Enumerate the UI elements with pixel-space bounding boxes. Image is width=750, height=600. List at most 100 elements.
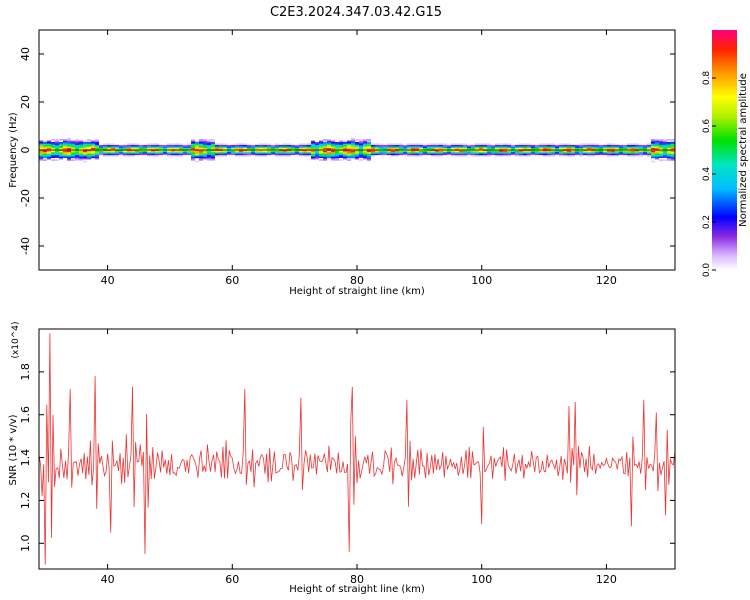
spectrogram-cell: [139, 146, 143, 148]
spectrogram-cell: [243, 150, 247, 153]
spectrogram-cell: [539, 144, 543, 147]
spectrogram-cell: [671, 156, 675, 158]
spectrogram-cell: [75, 150, 79, 153]
spectrogram-cell: [171, 147, 175, 150]
spectrogram-cell: [639, 146, 643, 148]
spectrogram-cell: [539, 152, 543, 154]
spectrogram-cell: [235, 147, 239, 150]
spectrogram-cell: [411, 153, 415, 156]
spectrogram-cell: [59, 150, 63, 153]
spectrogram-cell: [255, 152, 259, 154]
spectrogram-cell: [259, 146, 263, 148]
spectrogram-cell: [203, 140, 207, 143]
spectrogram-cell: [427, 144, 431, 147]
spectrogram-cell: [427, 146, 431, 148]
spectrogram-cell: [267, 153, 271, 156]
spectrogram-cell: [499, 154, 503, 157]
spectrogram-cell: [275, 144, 279, 147]
spectrogram-cell: [307, 154, 311, 157]
spectrogram-cell: [43, 153, 47, 156]
spectrogram-cell: [535, 152, 539, 154]
spectrogram-cell: [315, 157, 319, 160]
spectrogram-cell: [151, 154, 155, 157]
spectrogram-x-tick-label: 80: [350, 274, 364, 287]
spectrogram-cell: [163, 150, 167, 153]
spectrogram-cell: [203, 156, 207, 158]
spectrogram-cell: [171, 143, 175, 146]
spectrogram-cell: [187, 143, 191, 146]
spectrogram-cell: [183, 147, 187, 150]
spectrogram-cell: [239, 154, 243, 157]
spectrogram-cell: [527, 146, 531, 148]
spectrogram-cell: [331, 159, 335, 161]
spectrogram-cell: [423, 152, 427, 154]
spectrogram-cell: [439, 154, 443, 157]
spectrogram-cell: [671, 140, 675, 143]
spectrogram-cell: [203, 144, 207, 147]
spectrogram-cell: [359, 140, 363, 143]
spectrogram-cell: [67, 152, 71, 154]
spectrogram-cell: [155, 154, 159, 157]
spectrogram-cell: [171, 153, 175, 156]
spectrogram-cell: [559, 144, 563, 147]
spectrogram-cell: [419, 153, 423, 156]
spectrogram-cell: [615, 146, 619, 148]
spectrogram-cell: [91, 153, 95, 156]
spectrogram-cell: [563, 150, 567, 153]
spectrogram-cell: [671, 154, 675, 157]
snr-frame: [38, 328, 676, 570]
spectrogram-cell: [55, 150, 59, 153]
spectrogram-cell: [319, 159, 323, 161]
spectrogram-cell: [123, 146, 127, 148]
spectrogram-cell: [311, 140, 315, 143]
spectrogram-cell: [179, 150, 183, 153]
spectrogram-cell: [307, 153, 311, 156]
spectrogram-cell: [575, 152, 579, 154]
spectrogram-cell: [239, 143, 243, 146]
spectrogram-cell: [291, 144, 295, 147]
spectrogram-cell: [195, 142, 199, 144]
spectrogram-cell: [355, 142, 359, 144]
spectrogram-cell: [347, 150, 351, 153]
spectrogram-cell: [663, 142, 667, 144]
spectrogram-cell: [127, 144, 131, 147]
spectrogram-cell: [323, 146, 327, 148]
spectrogram-cell: [423, 144, 427, 147]
spectrogram-cell: [555, 146, 559, 148]
spectrogram-cell: [243, 152, 247, 154]
spectrogram-cell: [467, 146, 471, 148]
spectrogram-cell: [143, 146, 147, 148]
spectrogram-cell: [167, 152, 171, 154]
spectrogram-cell: [655, 139, 659, 141]
spectrogram-cell: [107, 147, 111, 150]
spectrogram-cell: [543, 152, 547, 154]
spectrogram-cell: [471, 146, 475, 148]
spectrogram-cell: [223, 147, 227, 150]
spectrogram-cell: [331, 157, 335, 160]
spectrogram-cell: [511, 152, 515, 154]
spectrogram-cell: [503, 146, 507, 148]
spectrogram-cell: [667, 152, 671, 154]
spectrogram-cell: [55, 143, 59, 146]
spectrogram-cell: [275, 143, 279, 146]
spectrogram-cell: [431, 143, 435, 146]
spectrogram-cell: [351, 140, 355, 143]
spectrogram-x-tick-label: 120: [596, 274, 617, 287]
spectrogram-cell: [671, 159, 675, 161]
spectrogram-cell: [63, 143, 67, 146]
spectrogram-cell: [671, 143, 675, 146]
spectrogram-cell: [459, 144, 463, 147]
spectrogram-cell: [91, 152, 95, 154]
spectrogram-cell: [323, 140, 327, 143]
snr-y-tick-label: 1.2: [19, 492, 32, 510]
spectrogram-cell: [559, 152, 563, 154]
spectrogram-cell: [407, 152, 411, 154]
spectrogram-cell: [599, 153, 603, 156]
spectrogram-cell: [631, 152, 635, 154]
spectrogram-cell: [383, 150, 387, 153]
spectrogram-cell: [635, 152, 639, 154]
spectrogram-cell: [171, 150, 175, 153]
spectrogram-cell: [599, 147, 603, 150]
spectrogram-cell: [63, 146, 67, 148]
spectrogram-cell: [519, 150, 523, 153]
